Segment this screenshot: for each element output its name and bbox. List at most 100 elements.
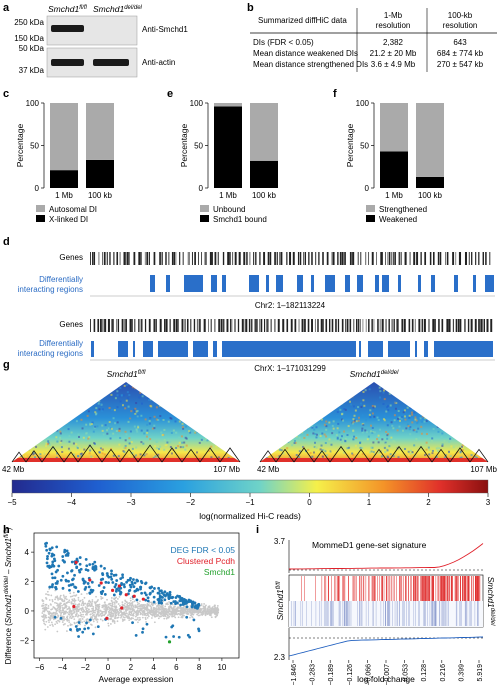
gene-point (57, 614, 59, 617)
hic-pixel (100, 393, 103, 396)
gene-mark (489, 252, 491, 265)
hic-pixel (364, 429, 367, 432)
barcode-bottom-value: 2.3 (274, 653, 286, 662)
hic-pixel (280, 449, 283, 452)
hic-pixel (299, 415, 302, 418)
tad-outline (181, 448, 201, 463)
dir-label-chr2-b: interacting regions (18, 285, 83, 294)
gene-mark (102, 252, 103, 265)
hic-pixel (36, 418, 39, 421)
hic-pixel (373, 405, 376, 408)
deg-point (112, 573, 116, 577)
hic-heatmaps: Smchd1fl/fl Smchd1del/del 42 Mb 107 Mb 4… (2, 369, 498, 521)
ma-legend-smchd1: Smchd1 (204, 567, 235, 577)
hic-pixel (101, 424, 104, 427)
deg-point (110, 569, 113, 573)
hic-pixel (39, 453, 42, 456)
gene-point (111, 605, 114, 608)
hic-pixel (235, 451, 238, 454)
gene-mark (308, 252, 310, 265)
gene-point (74, 594, 77, 597)
hic-pixel (92, 430, 95, 433)
hic-pixel (48, 404, 51, 407)
deg-point (59, 616, 63, 620)
hic-pixel (405, 427, 408, 430)
hic-pixel (269, 395, 272, 398)
gene-point (153, 621, 156, 624)
deg-point (77, 568, 81, 572)
hic-pixel (270, 402, 273, 405)
gene-point (113, 622, 116, 624)
hic-pixel (33, 388, 36, 391)
gene-point (187, 612, 190, 615)
gene-mark (415, 252, 417, 265)
gene-mark (315, 252, 317, 265)
colorbar-tick-label: −1 (245, 498, 255, 507)
gene-point (116, 609, 118, 612)
gene-mark (337, 252, 339, 265)
pcdh-point (99, 581, 103, 585)
gene-point (68, 621, 71, 624)
gene-point (72, 608, 75, 611)
hic-pixel (415, 438, 418, 441)
gene-point (84, 602, 87, 605)
gene-point (107, 622, 110, 625)
deg-point (167, 596, 171, 600)
hic-pixel (339, 408, 342, 411)
hic-pixel (425, 390, 428, 393)
gene-point (128, 613, 131, 615)
hic-pixel (170, 417, 173, 420)
gene-mark (98, 252, 100, 265)
hic-pixel (409, 406, 412, 409)
hic-pixel (289, 416, 292, 419)
gene-point (92, 620, 95, 623)
gene-point (55, 612, 57, 615)
deg-point (177, 635, 181, 639)
hic-pixel (113, 409, 116, 412)
gene-point (108, 613, 111, 616)
gene-mark (303, 252, 305, 265)
hic-pixel (294, 439, 297, 442)
gene-mark (480, 319, 481, 332)
hic-pixel (451, 410, 454, 413)
hic-pixel (234, 448, 237, 451)
hic-pixel (449, 409, 452, 412)
deg-point (157, 601, 161, 605)
gene-point (151, 604, 154, 607)
hic-pixel (164, 388, 167, 391)
hic-pixel (312, 389, 315, 392)
hic-pixel (102, 433, 105, 436)
hic-pixel (134, 454, 137, 457)
hic-pixel (267, 440, 270, 443)
di-region (418, 275, 421, 292)
hic-pixel (219, 416, 222, 419)
hic-pixel (421, 415, 424, 418)
deg-point (84, 557, 88, 561)
hic-pixel (133, 425, 136, 428)
gene-mark (379, 319, 381, 332)
hic-pixel (385, 430, 388, 433)
hic-pixel (220, 390, 223, 393)
gene-mark (381, 319, 384, 332)
hic-pixel (462, 436, 465, 439)
hic-diagonal (260, 458, 488, 462)
hic-pixel (279, 435, 282, 438)
hic-pixel (222, 386, 225, 389)
gene-point (79, 611, 82, 614)
hic-pixel (210, 428, 213, 431)
panel-letter-c: c (3, 88, 9, 100)
gene-mark (140, 319, 142, 332)
hic-pixel (184, 436, 187, 439)
hic-pixel (175, 401, 178, 404)
di-region (166, 275, 170, 292)
hic-pixel (85, 393, 88, 396)
gene-point (71, 610, 73, 612)
hic-pixel (430, 412, 433, 415)
hic-pixel (268, 403, 271, 406)
gene-point (149, 613, 152, 615)
hic-pixel (484, 394, 487, 397)
hic-pixel (46, 390, 49, 393)
hic-pixel (126, 441, 129, 444)
deg-point (134, 589, 138, 593)
gene-point (61, 599, 63, 602)
